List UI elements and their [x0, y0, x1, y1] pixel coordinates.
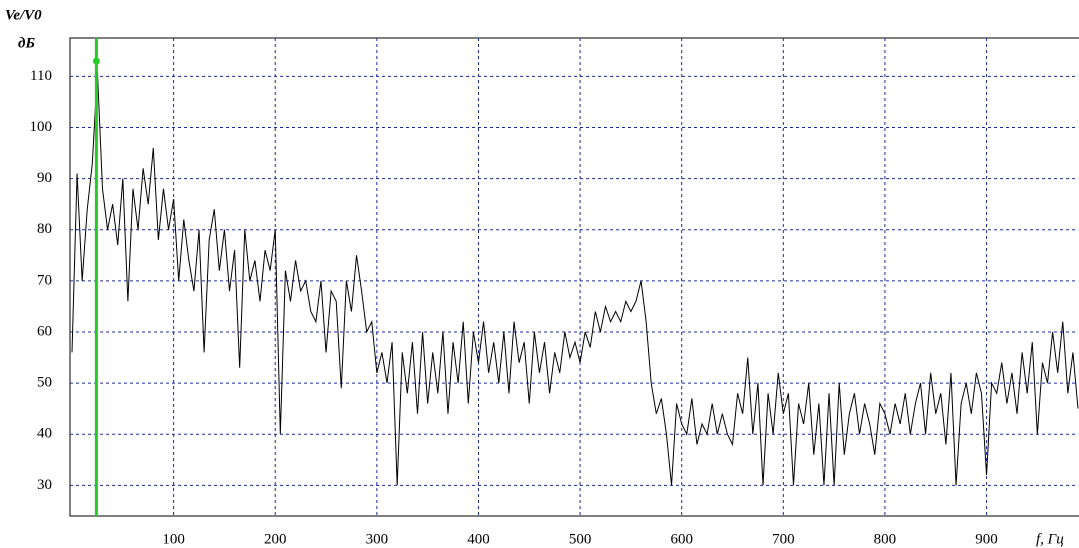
spectrum-line — [71, 71, 1079, 486]
x-tick-label: 800 — [874, 531, 897, 547]
y-tick-label: 70 — [37, 272, 52, 288]
x-tick-label: 600 — [670, 531, 693, 547]
x-tick-label: 400 — [467, 531, 490, 547]
x-tick-label: 300 — [366, 531, 389, 547]
y-tick-label: 40 — [37, 426, 52, 442]
y-tick-label: 100 — [30, 119, 53, 135]
x-tick-label: 100 — [162, 531, 185, 547]
x-tick-label: 500 — [569, 531, 592, 547]
marker-dot — [92, 57, 100, 65]
y-axis-unit: дБ — [18, 35, 35, 51]
y-tick-label: 50 — [37, 375, 52, 391]
x-tick-label: 200 — [264, 531, 287, 547]
x-tick-label: 700 — [772, 531, 795, 547]
x-axis-label: f, Гц — [1036, 531, 1064, 547]
y-tick-label: 90 — [37, 170, 52, 186]
y-tick-label: 30 — [37, 477, 52, 493]
y-tick-label: 110 — [30, 68, 52, 84]
y-tick-label: 60 — [37, 323, 52, 339]
y-tick-label: 80 — [37, 221, 52, 237]
plot-frame — [69, 37, 1079, 517]
x-tick-label: 900 — [975, 531, 998, 547]
y-axis-label: Ve/V0 — [5, 7, 42, 23]
